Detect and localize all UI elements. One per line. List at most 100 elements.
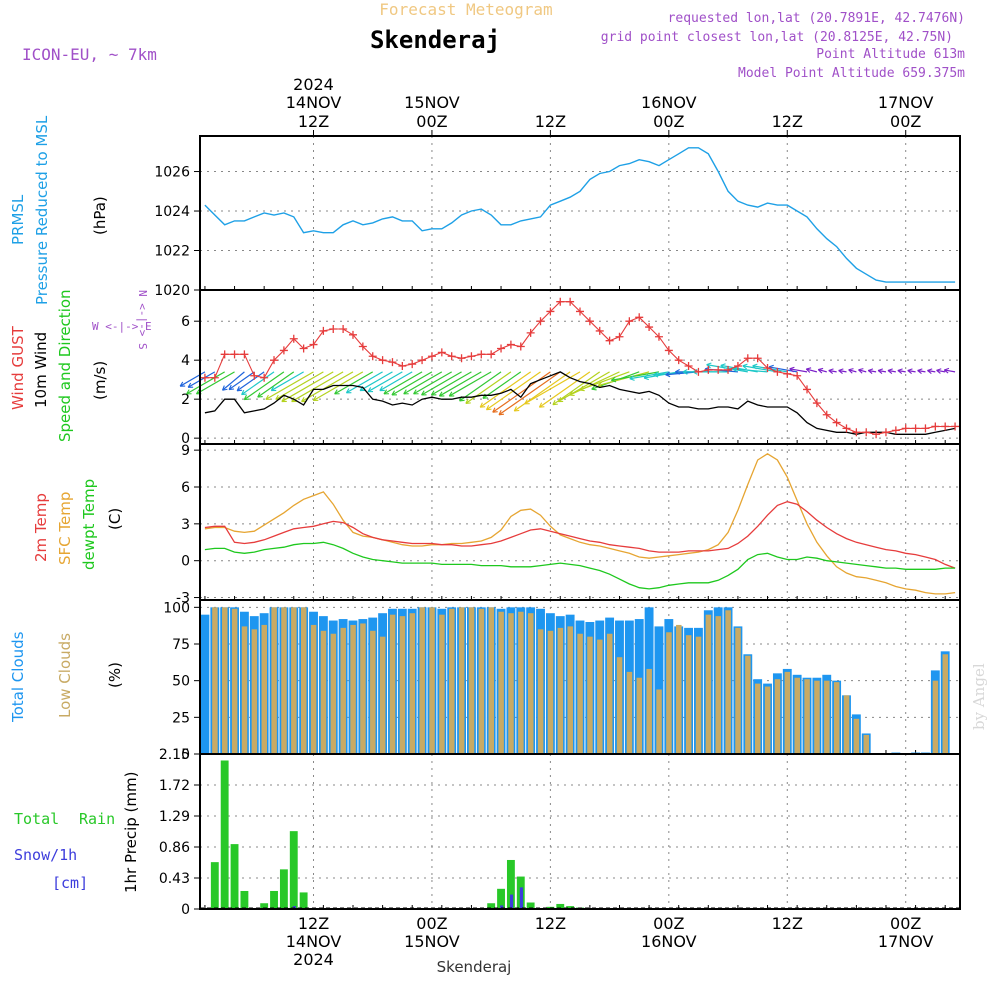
chart-title: Forecast Meteogram <box>379 0 552 19</box>
gust-point <box>516 342 525 351</box>
wind-arrow-head <box>557 397 564 403</box>
gust-point <box>664 346 673 355</box>
y-tick-label: 1020 <box>154 283 190 299</box>
wind-arrow-head <box>243 394 250 401</box>
wind-arrow-head <box>742 363 748 370</box>
wind-arrow <box>291 371 344 403</box>
gust-point <box>240 350 249 359</box>
bottom-time-label: 12Z <box>772 914 803 933</box>
gust-point <box>654 332 663 341</box>
low-cloud-bar <box>695 636 702 754</box>
low-cloud-bar <box>370 630 376 754</box>
gust-point <box>714 365 723 374</box>
wind-arrow <box>179 371 206 387</box>
wind-arrow-head <box>858 368 864 374</box>
low-cloud-bar <box>587 636 593 754</box>
total-clouds-label: Total Clouds <box>9 631 27 723</box>
bottom-time-label: 00Z <box>653 914 684 933</box>
bottom-date-label: 14NOV <box>286 932 342 951</box>
wind-arrow-head <box>367 387 374 393</box>
wind-arrow-head <box>917 368 923 375</box>
wind-arrow-head <box>221 385 228 391</box>
footer-location: Skenderaj <box>437 958 512 976</box>
gust-point <box>645 323 654 332</box>
gust-point <box>457 354 466 363</box>
rain-bar <box>240 890 249 909</box>
bottom-time-label: 12Z <box>298 914 329 933</box>
wind-arrow-head <box>848 368 854 374</box>
wind-arrow-head <box>887 368 893 375</box>
time-axis: 14NOV12Z12Z14NOV15NOV00Z00Z15NOV12Z12Z16… <box>286 75 934 969</box>
low-cloud-bar <box>735 627 741 754</box>
wind-arrow <box>187 371 216 388</box>
wind-arrow-head <box>281 397 287 403</box>
gridpoint-coords: grid point closest lon,lat (20.8125E, 42… <box>601 30 953 45</box>
gust-point <box>694 367 703 376</box>
gust-point <box>625 317 634 326</box>
wind-arrow <box>868 369 877 373</box>
wind-arrow <box>838 369 847 373</box>
low-cloud-bar <box>824 680 830 754</box>
wind-arrow <box>706 364 748 373</box>
low-cloud-bar <box>300 607 307 754</box>
low-cloud-bar <box>646 668 652 754</box>
low-cloud-bar <box>843 695 850 754</box>
wind-labels: Wind GUST 10m Wind Speed and Direction (… <box>9 289 152 442</box>
wind-arrow-head <box>692 368 698 375</box>
low-cloud-bar <box>439 614 445 754</box>
wind-arrow <box>742 365 778 373</box>
wind-arrow <box>196 371 235 395</box>
gust-point <box>536 317 545 326</box>
bottom-time-label: 12Z <box>535 914 566 933</box>
gust-point <box>260 373 269 382</box>
low-cloud-bar <box>458 607 465 754</box>
wind-arrow-head <box>643 374 649 381</box>
low-cloud-bar <box>557 627 564 754</box>
wind-arrow-head <box>943 367 950 374</box>
temperature-labels: 2m Temp SFC Temp dewpt Temp (C) <box>32 479 124 570</box>
snow-bar <box>519 887 523 909</box>
series-line-dewpt-temp <box>204 541 956 590</box>
y-tick-label: 1.72 <box>159 778 190 794</box>
wind-arrow-head <box>569 390 575 396</box>
low-cloud-bar <box>547 630 554 754</box>
low-cloud-bar <box>409 613 416 754</box>
wind-arrow <box>482 371 522 399</box>
bottom-year-label: 2024 <box>293 950 334 969</box>
gust-point <box>339 324 348 333</box>
wind-arrow <box>936 369 946 373</box>
wind-arrow-head <box>524 399 530 405</box>
gust-point <box>724 365 733 374</box>
wind-arrow <box>243 371 285 401</box>
snow-unit-label: [cm] <box>52 874 88 892</box>
pressure-labels: PRMSL Pressure Reduced to MSL (hPa) <box>9 115 109 305</box>
wind-arrow-head <box>186 389 192 395</box>
wind-arrow-head <box>867 368 874 375</box>
gust-point <box>289 334 298 343</box>
y-tick-label: 1022 <box>154 244 190 260</box>
gust-point <box>210 373 219 382</box>
wind-arrow-head <box>720 363 726 369</box>
y-tick-label: -3 <box>176 591 190 607</box>
top-time-label: 12Z <box>535 112 566 131</box>
wind-speed-dir-label: Speed and Direction <box>56 289 74 442</box>
rain-bar <box>230 844 239 909</box>
low-cloud-bar <box>794 677 800 754</box>
y-tick-label: 1.29 <box>159 809 190 825</box>
low-cloud-bar <box>764 686 771 754</box>
top-time-label: 00Z <box>653 112 684 131</box>
low-cloud-bar <box>488 607 495 754</box>
low-cloud-bar <box>389 614 396 754</box>
gust-point <box>309 340 318 349</box>
wind-arrow <box>569 371 620 396</box>
snow-bar <box>500 905 504 909</box>
low-cloud-bar <box>606 633 613 754</box>
cloud-unit-label: (%) <box>106 662 124 688</box>
low-cloud-bar <box>251 629 258 754</box>
wind-arrow <box>539 371 591 408</box>
temp-unit-label: (C) <box>106 508 124 530</box>
gust-point <box>832 418 841 427</box>
rain-bar <box>210 862 219 909</box>
pressure-panel: 1020 1022 1024 1026 <box>154 136 960 299</box>
low-cloud-bar <box>498 611 504 754</box>
